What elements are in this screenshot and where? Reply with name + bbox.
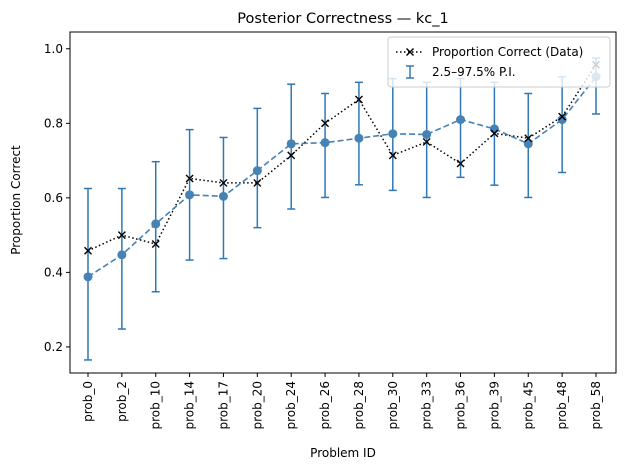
predicted-line xyxy=(87,76,597,278)
legend-box xyxy=(387,36,611,88)
y-tick-label-2: 0.6 xyxy=(44,191,63,205)
data-point-3 xyxy=(185,174,194,183)
legend-data-marker xyxy=(406,48,414,56)
data-point-9 xyxy=(388,151,397,160)
x-tick-label-11: prob_36 xyxy=(454,381,468,430)
x-tick-label-15: prob_58 xyxy=(589,381,603,430)
data-point-10 xyxy=(422,137,431,146)
predicted-point-5 xyxy=(252,166,262,176)
x-axis-label: Problem ID xyxy=(310,446,376,460)
data-point-6-b xyxy=(287,151,296,160)
data-point-11 xyxy=(456,159,465,168)
data-point-11-b xyxy=(456,159,465,168)
x-tick-label-4: prob_17 xyxy=(216,381,230,430)
y-tick-label-1: 0.4 xyxy=(44,265,63,279)
predicted-point-0 xyxy=(83,272,93,282)
y-axis-label: Proportion Correct xyxy=(9,145,23,255)
x-tick-label-2: prob_10 xyxy=(149,381,163,430)
y-tick-label-4: 1.0 xyxy=(44,42,63,56)
x-tick-label-1: prob_2 xyxy=(115,381,129,422)
predicted-point-8 xyxy=(354,133,364,143)
x-tick-label-5: prob_20 xyxy=(250,381,264,430)
data-point-4 xyxy=(219,178,228,187)
x-tick-label-9: prob_30 xyxy=(386,381,400,430)
data-point-13 xyxy=(524,134,533,143)
x-tick-label-3: prob_14 xyxy=(183,381,197,430)
data-point-7-b xyxy=(321,119,330,128)
x-tick-label-12: prob_39 xyxy=(487,381,501,430)
legend-data-marker-b xyxy=(406,48,414,56)
predicted-point-3 xyxy=(185,190,195,200)
plot-area: 0.2 0.4 0.6 0.8 1.0 prob_0 prob_2 prob_10 prob_1… xyxy=(44,31,617,430)
data-line xyxy=(87,64,597,252)
data-point-6 xyxy=(287,151,296,160)
data-point-9-b xyxy=(388,151,397,160)
legend-data-label: Proportion Correct (Data) xyxy=(432,45,583,59)
legend-interval-label: 2.5–97.5% P.I. xyxy=(432,65,516,79)
y-tick-label-0: 0.2 xyxy=(44,340,63,354)
y-tick-label-3: 0.8 xyxy=(44,116,63,130)
data-point-3-b xyxy=(185,174,194,183)
data-point-0 xyxy=(84,246,92,255)
predicted-point-13 xyxy=(523,139,533,149)
x-tick-label-14: prob_48 xyxy=(555,381,569,430)
data-point-0-b xyxy=(84,246,92,255)
predicted-point-6 xyxy=(286,139,296,149)
x-tick-label-13: prob_45 xyxy=(521,381,535,430)
data-point-5 xyxy=(253,178,262,187)
predicted-point-1 xyxy=(117,250,127,260)
chart-title: Posterior Correctness — kc_1 xyxy=(237,11,448,27)
predicted-point-11 xyxy=(456,115,466,125)
data-point-14-b xyxy=(558,112,567,121)
data-point-8 xyxy=(354,95,363,104)
predicted-point-7 xyxy=(320,138,330,148)
data-point-10-b xyxy=(422,137,431,146)
data-point-1-b xyxy=(117,231,126,240)
x-tick-label-6: prob_24 xyxy=(284,381,298,430)
predicted-point-14 xyxy=(557,115,567,125)
legend: Proportion Correct (Data) 2.5–97.5% P.I. xyxy=(387,36,611,88)
predicted-point-9 xyxy=(388,129,398,139)
data-point-7 xyxy=(321,119,330,128)
predicted-point-12 xyxy=(489,124,499,134)
data-point-12-b xyxy=(490,129,499,138)
predicted-point-4 xyxy=(218,191,228,201)
predicted-point-2 xyxy=(151,219,161,229)
axes-frame xyxy=(69,31,617,374)
x-tick-label-10: prob_33 xyxy=(420,381,434,430)
data-point-8-b xyxy=(354,95,363,104)
x-tick-label-7: prob_26 xyxy=(318,381,332,430)
data-point-2-b xyxy=(151,240,160,249)
data-point-12 xyxy=(490,129,499,138)
predicted-point-10 xyxy=(422,129,432,139)
data-point-4-b xyxy=(219,178,228,187)
data-point-5-b xyxy=(253,178,262,187)
data-point-1 xyxy=(117,231,126,240)
data-point-2 xyxy=(151,240,160,249)
x-tick-label-8: prob_28 xyxy=(352,381,366,430)
data-point-14 xyxy=(558,112,567,121)
x-tick-label-0: prob_0 xyxy=(81,381,95,422)
data-point-13-b xyxy=(524,134,533,143)
